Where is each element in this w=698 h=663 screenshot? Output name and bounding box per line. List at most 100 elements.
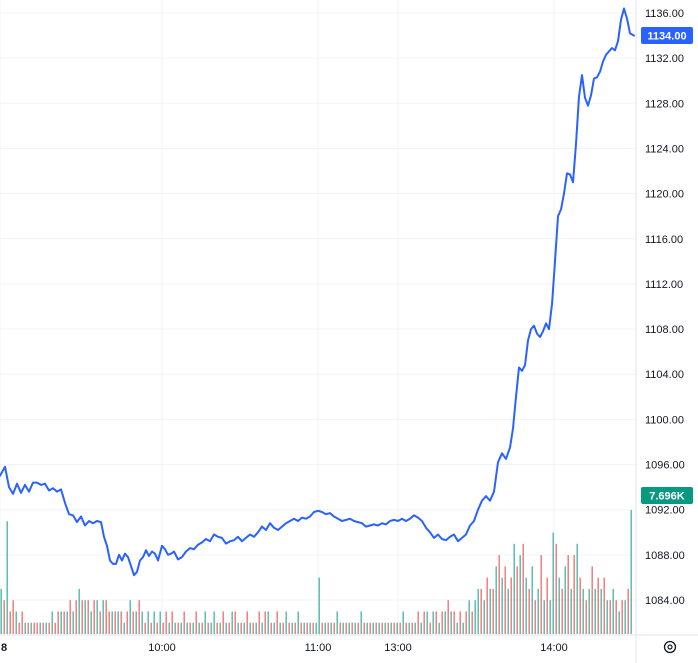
volume-bar [6, 521, 8, 634]
volume-label: 7.696K [649, 491, 685, 503]
volume-bar [120, 611, 122, 634]
volume-bar [9, 611, 11, 634]
volume-bar [348, 622, 350, 634]
volume-bars [0, 510, 632, 634]
volume-bar [312, 622, 314, 634]
volume-bar [363, 622, 365, 634]
last-price-label: 1134.00 [647, 31, 686, 43]
volume-bar [618, 611, 620, 634]
volume-bar [126, 611, 128, 634]
volume-bar [201, 622, 203, 634]
volume-bar [36, 622, 38, 634]
volume-bar [150, 622, 152, 634]
volume-bar [429, 622, 431, 634]
x-tick-label: 13:00 [384, 642, 412, 654]
volume-bar [342, 622, 344, 634]
volume-bar [411, 622, 413, 634]
volume-bar [564, 566, 566, 634]
volume-bar [90, 611, 92, 634]
volume-bar [471, 611, 473, 634]
volume-bar [249, 622, 251, 634]
volume-bar [114, 611, 116, 634]
volume-bar [72, 611, 74, 634]
volume-bar [438, 622, 440, 634]
y-tick-label: 1132.00 [645, 53, 684, 65]
volume-bar [222, 611, 224, 634]
x-tick-label: 11:00 [305, 642, 332, 654]
settings-gear-icon[interactable] [663, 640, 677, 654]
volume-bar [96, 600, 98, 634]
volume-bar [264, 611, 266, 634]
volume-bar [408, 622, 410, 634]
y-tick-label: 1124.00 [645, 143, 684, 155]
volume-bar [210, 622, 212, 634]
volume-bar [525, 577, 527, 634]
volume-bar [285, 611, 287, 634]
x-tick-label: 14:00 [540, 642, 568, 654]
volume-bar [306, 622, 308, 634]
volume-bar [318, 577, 320, 634]
volume-bar [234, 611, 236, 634]
volume-bar [513, 543, 515, 634]
volume-bar [288, 622, 290, 634]
volume-bar [204, 611, 206, 634]
volume-bar [585, 600, 587, 634]
price-axis[interactable]: 1136.00 1132.00 1128.00 1124.00 1120.00 1116.… [645, 8, 685, 607]
volume-bar [399, 622, 401, 634]
volume-bar [87, 600, 89, 634]
volume-bar [141, 611, 143, 634]
volume-bar [603, 577, 605, 634]
y-tick-label: 1092.00 [645, 505, 685, 517]
volume-bar [117, 611, 119, 634]
volume-bar [171, 611, 173, 634]
volume-bar [543, 600, 545, 634]
volume-bar [300, 622, 302, 634]
volume-bar [486, 577, 488, 634]
volume-bar [372, 622, 374, 634]
volume-bar [507, 588, 509, 634]
volume-bar [351, 622, 353, 634]
volume-bar [159, 611, 161, 634]
volume-bar [612, 588, 614, 634]
volume-bar [0, 588, 2, 634]
volume-bar [102, 600, 104, 634]
volume-bar [495, 566, 497, 634]
volume-bar [360, 611, 362, 634]
volume-bar [630, 510, 632, 634]
volume-bar [132, 611, 134, 634]
time-axis[interactable]: 8 10:00 11:00 13:00 14:00 [1, 642, 568, 654]
volume-bar [81, 600, 83, 634]
volume-bar [153, 611, 155, 634]
volume-bar [537, 588, 539, 634]
volume-bar [498, 555, 500, 634]
volume-bar [66, 611, 68, 634]
volume-bar [420, 622, 422, 634]
volume-bar [444, 611, 446, 634]
volume-bar [369, 622, 371, 634]
volume-bar [195, 611, 197, 634]
volume-bar [519, 555, 521, 634]
volume-bar [69, 600, 71, 634]
volume-bar [297, 611, 299, 634]
volume-bar [375, 622, 377, 634]
volume-bar [63, 611, 65, 634]
volume-bar [57, 611, 59, 634]
volume-bar [579, 577, 581, 634]
volume-bar [492, 588, 494, 634]
volume-bar [357, 622, 359, 634]
volume-bar [216, 622, 218, 634]
volume-bar [282, 622, 284, 634]
volume-bar [48, 622, 50, 634]
volume-bar [435, 611, 437, 634]
volume-bar [582, 588, 584, 634]
volume-bar [60, 611, 62, 634]
volume-bar [549, 600, 551, 634]
volume-bar [39, 622, 41, 634]
volume-bar [390, 622, 392, 634]
volume-bar [621, 600, 623, 634]
volume-bar [516, 566, 518, 634]
volume-bar [567, 555, 569, 634]
volume-bar [462, 622, 464, 634]
volume-bar [198, 622, 200, 634]
